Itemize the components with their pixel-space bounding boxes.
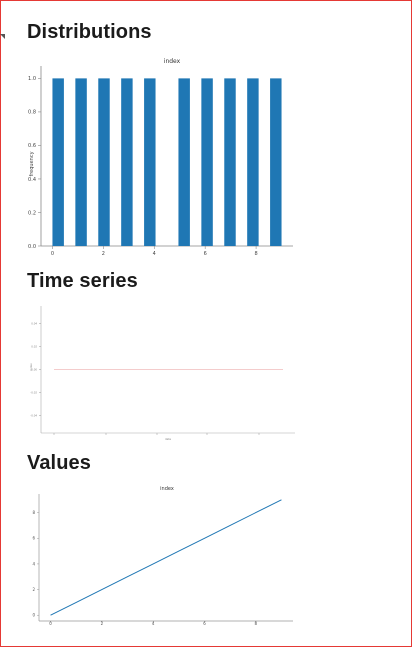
- y-tick-label: 0.0: [28, 244, 36, 250]
- x-tick-label: 2: [101, 621, 104, 625]
- y-axis-label: index: [29, 363, 33, 371]
- histogram-bar: [247, 78, 259, 246]
- x-tick-label: 0: [51, 251, 54, 257]
- y-tick-label: 4: [32, 561, 35, 566]
- time-series-chart: -0.04 -0.02 0.00 0.02 0.04 date index: [29, 306, 295, 441]
- y-tick-label: -0.04: [30, 414, 37, 418]
- chart-title: index: [160, 486, 174, 492]
- y-tick-label: 1.0: [28, 76, 36, 82]
- x-tick-label: 2: [102, 251, 105, 257]
- histogram-bar: [98, 78, 110, 246]
- x-tick-label: 0: [49, 621, 52, 625]
- series-line: [50, 499, 282, 616]
- y-axis-label: frequency: [29, 151, 35, 176]
- x-tick-label: 4: [153, 251, 156, 257]
- y-tick-label: 8: [32, 510, 35, 515]
- y-tick-label: 0.04: [31, 321, 37, 325]
- histogram-bar: [224, 78, 236, 246]
- x-axis-label: date: [165, 437, 172, 441]
- section-title-distributions: Distributions: [27, 21, 152, 43]
- values-chart: index 0 2 4 6 8 0 2 4 6 8: [32, 486, 293, 625]
- y-tick-label: 0: [32, 613, 35, 618]
- histogram-bar: [178, 78, 190, 246]
- y-tick-label: 0.00: [31, 368, 37, 372]
- histogram-bar: [201, 78, 213, 246]
- x-tick-label: 8: [255, 621, 258, 625]
- y-tick-label: 0.4: [28, 177, 36, 183]
- histogram-bar: [144, 78, 156, 246]
- x-tick-label: 6: [204, 251, 207, 257]
- section-title-time-series: Time series: [27, 270, 138, 292]
- histogram-bar: [52, 78, 64, 246]
- caret-icon: [0, 34, 5, 39]
- x-tick-label: 6: [203, 621, 206, 625]
- histogram-bar: [75, 78, 87, 246]
- chart-title: index: [164, 58, 181, 65]
- y-tick-label: 0.8: [28, 110, 36, 116]
- y-tick-label: 0.02: [31, 344, 37, 348]
- y-tick-label: -0.02: [30, 391, 37, 395]
- section-title-values: Values: [27, 452, 91, 474]
- y-tick-label: 2: [32, 587, 35, 592]
- y-tick-label: 6: [32, 536, 35, 541]
- distribution-chart: index 0.0 0.2 0.4 0.6 0.8 1.0 0 2 4 6 8 frequency: [28, 58, 293, 257]
- histogram-bar: [270, 78, 282, 246]
- histogram-bar: [121, 78, 133, 246]
- x-tick-label: 4: [152, 621, 155, 625]
- y-tick-label: 0.6: [28, 143, 36, 149]
- x-tick-label: 8: [254, 251, 257, 257]
- y-tick-label: 0.2: [28, 210, 36, 216]
